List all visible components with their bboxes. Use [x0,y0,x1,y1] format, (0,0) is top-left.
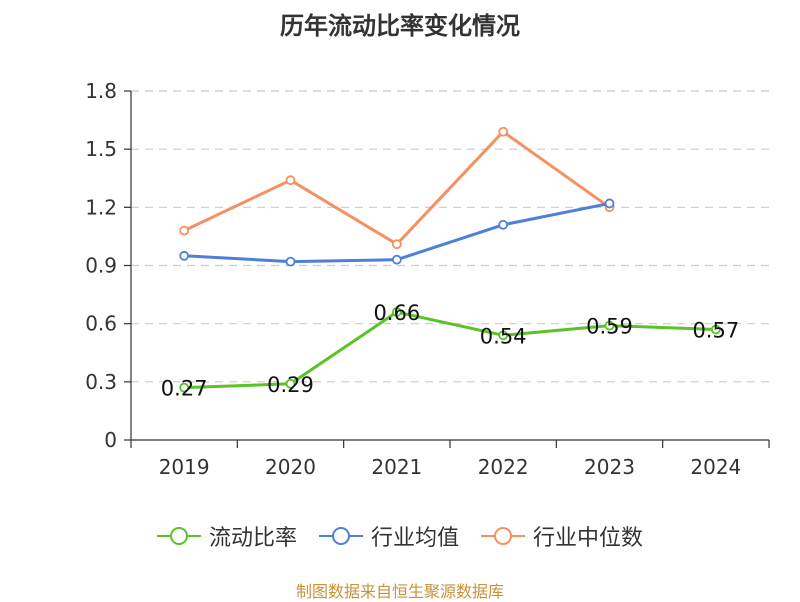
data-label: 0.27 [161,377,208,401]
data-label: 0.54 [480,324,527,348]
legend-item-current-ratio[interactable]: 流动比率 [156,520,297,552]
data-point-1 [285,256,296,267]
x-tick-label: 2024 [690,455,741,479]
y-tick-label: 0.9 [85,254,117,278]
data-point-2 [285,175,296,186]
data-point-0 [604,320,615,331]
data-point-2 [498,126,509,137]
data-point-1 [604,198,615,209]
legend-swatch-industry-median [481,527,525,545]
data-point-0 [710,324,721,335]
data-label: 0.59 [586,315,633,339]
data-label: 0.66 [373,301,420,325]
data-point-0 [179,382,190,393]
data-point-1 [498,219,509,230]
y-tick-label: 0 [104,428,117,452]
y-tick-label: 1.8 [85,79,117,103]
data-point-2 [391,239,402,250]
data-point-0 [391,307,402,317]
legend-label-industry-mean: 行业均值 [370,526,459,551]
chart-legend: 流动比率 行业均值 行业中位数 [0,520,800,552]
source-footer: 制图数据来自恒生聚源数据库 [295,582,504,601]
x-tick-label: 2020 [265,455,316,479]
y-tick-label: 1.2 [85,195,117,219]
legend-label-current-ratio: 流动比率 [208,526,297,551]
y-tick-label: 1.5 [85,137,117,161]
data-point-0 [498,330,509,341]
x-tick-label: 2022 [478,455,529,479]
data-point-0 [285,378,296,389]
data-point-2 [179,225,190,236]
legend-swatch-current-ratio [156,527,201,545]
y-tick-label: 0.6 [85,312,117,336]
data-label: 0.29 [267,373,314,397]
legend-swatch-industry-mean [318,527,363,545]
data-label: 0.57 [692,318,739,342]
y-tick-label: 0.3 [85,370,117,394]
series-line-0 [184,310,716,390]
x-tick-label: 2023 [584,455,635,479]
legend-label-industry-median: 行业中位数 [533,526,644,551]
legend-item-industry-median[interactable]: 行业中位数 [481,520,643,552]
x-tick-label: 2019 [159,455,210,479]
data-point-1 [391,254,402,265]
chart-title: 历年流动比率变化情况 [280,12,520,40]
series-line-1 [184,201,610,264]
data-point-1 [179,250,190,261]
x-tick-label: 2021 [371,455,422,479]
legend-item-industry-mean[interactable]: 行业均值 [318,520,459,552]
